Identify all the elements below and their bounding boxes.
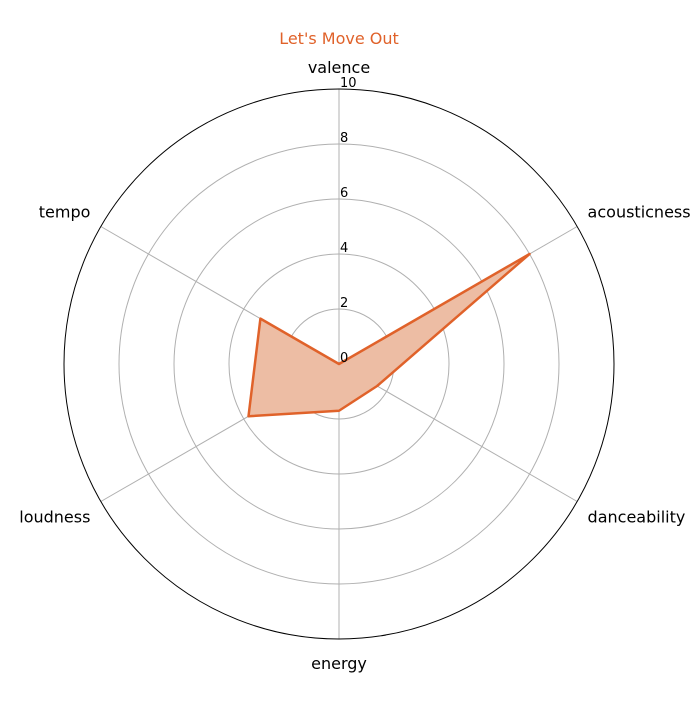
category-labels: valence acousticness danceability energy lou…: [19, 58, 690, 673]
chart-title: Let's Move Out: [279, 29, 399, 48]
category-label-loudness: loudness: [19, 508, 90, 527]
category-label-acousticness: acousticness: [588, 203, 691, 222]
category-label-energy: energy: [311, 654, 367, 673]
radial-tick-labels: 0 2 4 6 8 10: [340, 76, 357, 366]
spoke-danceability: [338, 363, 578, 502]
tick-label-0: 0: [340, 351, 348, 366]
series-layer: [247, 252, 531, 418]
category-label-danceability: danceability: [588, 508, 686, 527]
tick-label-2: 2: [340, 296, 348, 311]
tick-label-10: 10: [340, 76, 357, 91]
category-label-tempo: tempo: [39, 203, 91, 222]
outer-frame: [63, 88, 615, 640]
category-label-valence: valence: [308, 58, 370, 77]
tick-label-8: 8: [340, 131, 348, 146]
tick-label-4: 4: [340, 241, 348, 256]
tick-label-6: 6: [340, 186, 348, 201]
